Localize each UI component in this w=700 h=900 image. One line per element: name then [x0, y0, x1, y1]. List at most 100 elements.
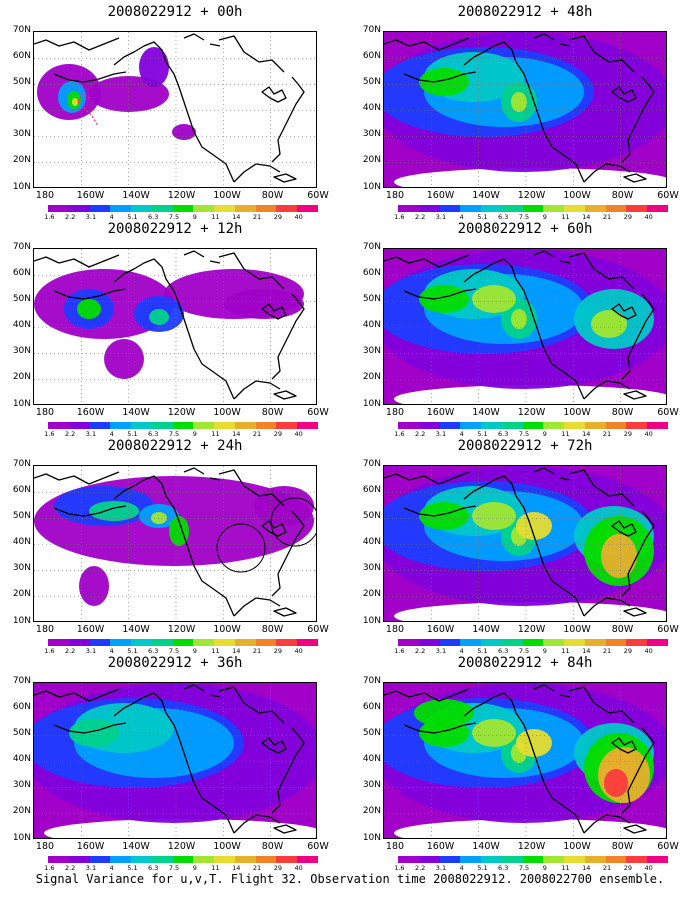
- colorbar-swatch: [276, 205, 298, 212]
- variance-contour: [472, 285, 516, 313]
- low-variance-area: [394, 602, 666, 621]
- colorbar-swatch: [193, 205, 215, 212]
- latitude-label: 60N: [12, 51, 31, 61]
- colorbar-tick-label: 11: [561, 430, 570, 438]
- coastline: [568, 469, 635, 507]
- colorbar-tick-label: 14: [582, 864, 591, 872]
- colorbar-tick-label: 40: [644, 430, 653, 438]
- longitude-label: 80W: [261, 190, 284, 201]
- colorbar-tick-label: 21: [602, 213, 612, 221]
- forecast-panel: 2008022912 + 72h 70N 60N 50N 40N 30N 20N 10N 180…: [350, 434, 700, 655]
- longitude-label: 180: [385, 407, 405, 418]
- colorbar-swatch: [172, 205, 194, 212]
- colorbar: [398, 422, 668, 429]
- variance-map: [34, 466, 316, 621]
- coastline: [34, 688, 120, 702]
- colorbar-swatch: [501, 205, 523, 212]
- colorbar-swatch: [584, 205, 606, 212]
- colorbar-tick-label: 6.3: [498, 647, 509, 655]
- latitude-label: 50N: [12, 294, 31, 304]
- coastline: [384, 471, 470, 485]
- variance-contour: [419, 502, 469, 530]
- coastline: [384, 37, 470, 51]
- longitude-label: 100W: [563, 841, 591, 852]
- longitude-label: 140W: [122, 407, 150, 418]
- panel-title: 2008022912 + 84h: [457, 655, 593, 671]
- variance-contour: [169, 516, 189, 546]
- colorbar: [48, 205, 318, 212]
- variance-contour: [516, 729, 552, 757]
- coastline: [403, 722, 477, 734]
- coastline: [403, 288, 477, 300]
- colorbar-tick-label: 2.2: [414, 430, 426, 438]
- colorbar-tick-label: 7.5: [168, 864, 180, 872]
- colorbar-swatch: [460, 205, 482, 212]
- colorbar-swatch: [151, 856, 173, 863]
- colorbar-swatch: [481, 639, 502, 646]
- coastline: [53, 71, 127, 83]
- colorbar-tick-label: 4: [109, 430, 114, 438]
- panel-title: 2008022912 + 72h: [457, 438, 593, 454]
- colorbar-tick-label: 5.1: [127, 430, 138, 438]
- coastline: [233, 380, 281, 400]
- forecast-panel: 2008022912 + 12h 70N 60N 50N 40N 30N 20N 10N 180…: [0, 217, 350, 438]
- colorbar-tick-label: 9: [542, 430, 547, 438]
- longitude-label: 60W: [307, 190, 329, 201]
- colorbar-swatch: [48, 205, 69, 212]
- colorbar-tick-label: 5.1: [477, 430, 488, 438]
- coastline: [463, 41, 585, 183]
- colorbar-swatch: [255, 422, 277, 429]
- panel-title: 2008022912 + 48h: [457, 4, 593, 20]
- colorbar-labels: 1.6 2.2 3.1 4 5.1 6.3 7.5 9 11 14 21 29 40: [394, 213, 668, 223]
- colorbar-swatch: [255, 856, 277, 863]
- colorbar-tick-label: 7.5: [168, 647, 180, 655]
- latitude-label: 30N: [12, 346, 31, 356]
- variance-contour: [151, 512, 167, 524]
- colorbar-tick-label: 4: [459, 647, 464, 655]
- colorbar-tick-label: 1.6: [44, 213, 55, 221]
- colorbar-swatch: [647, 422, 668, 429]
- variance-contour: [472, 502, 516, 530]
- colorbar-swatch: [89, 856, 111, 863]
- coastline: [113, 475, 235, 617]
- longitude-label: 160W: [76, 841, 105, 852]
- colorbar-tick-label: 3.1: [85, 213, 97, 221]
- longitude-label: 120W: [167, 190, 196, 201]
- colorbar-labels: 1.6 2.2 3.1 4 5.1 6.3 7.5 9 11 14 21 29 40: [44, 213, 318, 223]
- coastline: [233, 597, 281, 617]
- panel-title: 2008022912 + 12h: [107, 221, 243, 237]
- latitude-label: 30N: [362, 780, 381, 790]
- colorbar-tick-label: 4: [459, 430, 464, 438]
- colorbar-swatch: [418, 422, 440, 429]
- latitude-label: 10N: [12, 399, 31, 409]
- colorbar-tick-label: 21: [602, 647, 612, 655]
- colorbar-tick-label: 4: [109, 647, 114, 655]
- coastline: [623, 390, 647, 400]
- longitude-label: 60W: [657, 407, 679, 418]
- colorbar-tick-label: 40: [644, 864, 653, 872]
- colorbar-tick-label: 4: [109, 213, 114, 221]
- coastline: [621, 510, 655, 597]
- colorbar-swatch: [297, 856, 318, 863]
- coastline: [403, 505, 477, 517]
- coastline: [271, 727, 305, 814]
- colorbar-tick-label: 29: [623, 213, 632, 221]
- coastline: [611, 303, 637, 320]
- coastline: [233, 163, 281, 183]
- colorbar-tick-label: 9: [542, 864, 547, 872]
- colorbar-swatch: [89, 422, 111, 429]
- colorbar-swatch: [214, 205, 235, 212]
- longitude-label: 160W: [426, 841, 455, 852]
- colorbar-swatch: [214, 422, 235, 429]
- variance-contour: [224, 289, 304, 319]
- coastline: [34, 37, 120, 51]
- colorbar-swatch: [564, 422, 585, 429]
- latitude-label: 40N: [12, 537, 31, 547]
- coastline: [384, 254, 470, 268]
- colorbar-tick-label: 9: [192, 864, 197, 872]
- longitude-label: 180: [385, 841, 405, 852]
- variance-map: [384, 249, 666, 404]
- latitude-label: 40N: [362, 754, 381, 764]
- latitude-label: 50N: [362, 511, 381, 521]
- forecast-panel: 2008022912 + 36h 70N 60N 50N 40N 30N 20N 10N 180…: [0, 651, 350, 872]
